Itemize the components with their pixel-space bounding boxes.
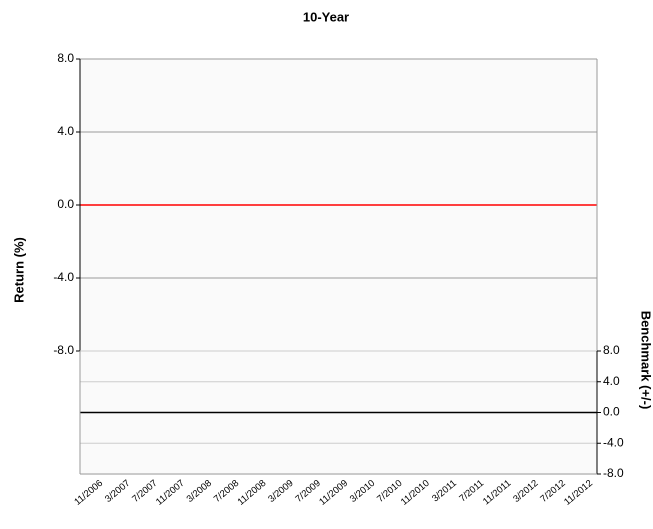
- x-tick-label: 11/2009: [317, 478, 350, 508]
- x-tick-label: 3/2009: [266, 478, 295, 505]
- tick-label: -8.0: [53, 343, 74, 357]
- x-tick-label: 11/2011: [481, 478, 513, 508]
- tick-label: 4.0: [603, 374, 620, 388]
- x-tick-label: 3/2007: [103, 478, 132, 505]
- x-tick-label: 11/2010: [399, 478, 432, 508]
- tick-label: 0.0: [603, 405, 620, 419]
- tick-label: 4.0: [57, 124, 74, 138]
- y-axis-title: Return (%): [11, 237, 26, 303]
- tick-label: -4.0: [53, 270, 74, 284]
- tick-label: 8.0: [603, 343, 620, 357]
- x-tick-label: 3/2012: [511, 478, 540, 505]
- tick-label: -4.0: [603, 435, 624, 449]
- tick-label: 0.0: [57, 197, 74, 211]
- chart-title: 10-Year: [303, 9, 349, 24]
- plot-background: [80, 59, 597, 475]
- x-tick-label: 3/2010: [348, 478, 377, 505]
- x-tick-label: 11/2012: [562, 478, 595, 508]
- x-tick-label: 11/2007: [154, 478, 187, 508]
- x-tick-label: 3/2011: [430, 478, 459, 505]
- tick-label: 8.0: [57, 51, 74, 65]
- x-tick-label: 3/2008: [185, 478, 214, 505]
- x-tick-label: 11/2006: [72, 478, 105, 508]
- tick-label: -8.0: [603, 466, 624, 480]
- x-tick-label: 11/2008: [236, 478, 269, 508]
- y2-axis-title: Benchmark (+/-): [639, 311, 653, 410]
